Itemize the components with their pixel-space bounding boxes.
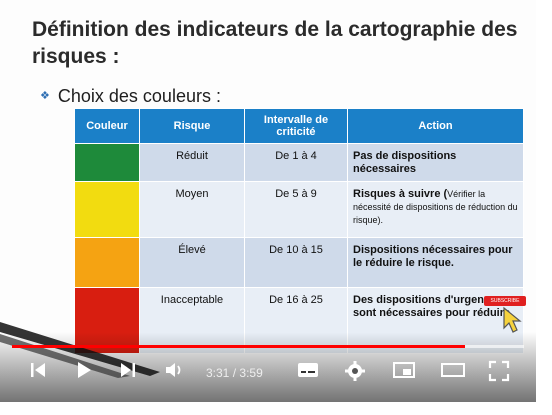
theater-icon[interactable] <box>440 360 466 380</box>
subtitles-icon[interactable] <box>296 360 320 380</box>
interval-cell: De 10 à 15 <box>244 237 348 288</box>
action-text: Pas de dispositions nécessaires <box>353 150 457 175</box>
color-swatch <box>74 181 140 238</box>
slide-bullet: ❖ Choix des couleurs : <box>40 86 221 107</box>
progress-played <box>12 345 465 348</box>
risk-cell: Moyen <box>139 181 245 238</box>
header-action: Action <box>347 108 524 144</box>
table-row: Moyen De 5 à 9 Risques à suivre (Vérifie… <box>74 181 524 238</box>
previous-icon[interactable] <box>28 360 48 380</box>
fullscreen-icon[interactable] <box>488 360 510 382</box>
subscribe-button[interactable]: SUBSCRIBE <box>484 296 526 306</box>
color-swatch <box>74 143 140 182</box>
interval-cell: De 5 à 9 <box>244 181 348 238</box>
action-cell: Pas de dispositions nécessaires <box>347 143 524 182</box>
action-cell: Dispositions nécessaires pour le réduire… <box>347 237 524 288</box>
cursor-pointer-icon <box>503 306 522 333</box>
color-swatch <box>74 237 140 288</box>
current-time: 3:31 <box>206 366 230 380</box>
action-text: Risques à suivre ( <box>353 188 448 200</box>
table-row: Élevé De 10 à 15 Dispositions nécessaire… <box>74 237 524 288</box>
header-intervalle-text: Intervalle de criticité <box>263 114 329 138</box>
risk-cell: Réduit <box>139 143 245 182</box>
slide-title: Définition des indicateurs de la cartogr… <box>32 18 518 68</box>
duration: 3:59 <box>239 366 263 380</box>
action-text: Dispositions nécessaires pour le réduire… <box>353 244 513 269</box>
header-couleur: Couleur <box>74 108 140 144</box>
video-frame[interactable]: Définition des indicateurs de la cartogr… <box>0 0 536 402</box>
header-intervalle: Intervalle de criticité <box>244 108 348 144</box>
progress-bar[interactable] <box>12 345 524 348</box>
time-display: 3:31 / 3:59 <box>206 366 263 380</box>
settings-icon[interactable] <box>344 360 366 382</box>
time-separator: / <box>232 366 237 380</box>
next-icon[interactable] <box>118 360 138 380</box>
miniplayer-icon[interactable] <box>392 360 416 380</box>
risk-cell: Élevé <box>139 237 245 288</box>
bullet-diamond-icon: ❖ <box>40 90 50 102</box>
page-bottom-strip <box>0 402 552 415</box>
interval-cell: De 1 à 4 <box>244 143 348 182</box>
table-row: Réduit De 1 à 4 Pas de dispositions néce… <box>74 143 524 182</box>
action-cell: Risques à suivre (Vérifier la nécessité … <box>347 181 524 238</box>
table-header-row: Couleur Risque Intervalle de criticité A… <box>74 108 524 144</box>
volume-icon[interactable] <box>164 360 186 380</box>
play-icon[interactable] <box>74 360 94 380</box>
player-controls: 3:31 / 3:59 <box>0 352 536 396</box>
action-text: Des dispositions d'urgence sont nécessai… <box>353 294 511 319</box>
bullet-text: Choix des couleurs : <box>57 86 221 106</box>
header-risque: Risque <box>139 108 245 144</box>
action-note: Vérifier la nécessité de dispositions de… <box>353 189 518 225</box>
